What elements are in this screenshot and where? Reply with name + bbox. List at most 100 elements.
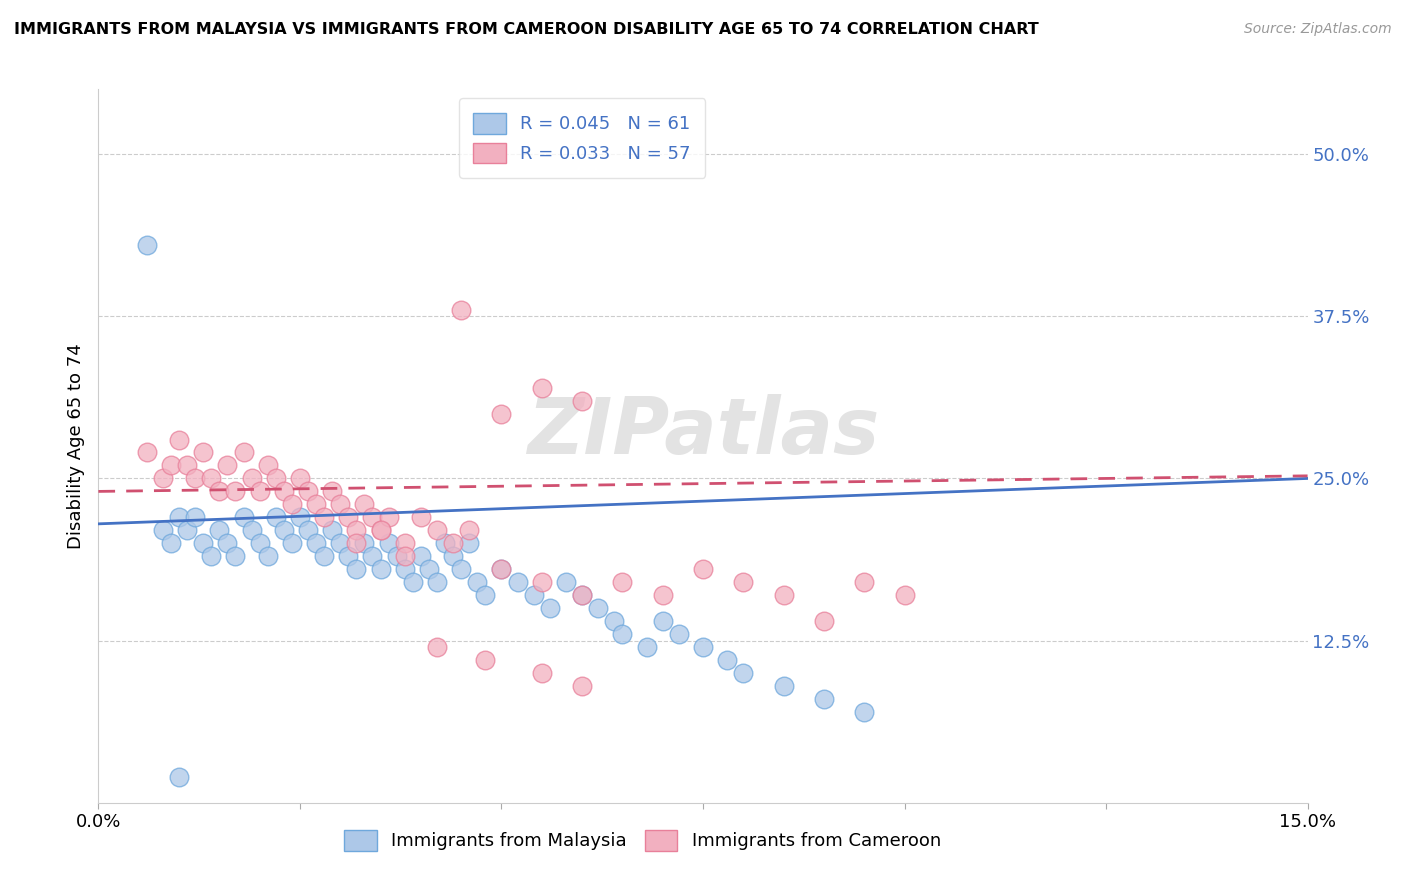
Point [612,575,634,590]
Point [264,471,287,485]
Point [668,627,690,641]
Point [224,484,246,499]
Point [232,445,254,459]
Point [370,524,392,538]
Point [370,524,392,538]
Point [813,614,835,628]
Point [176,458,198,473]
Point [853,575,876,590]
Point [458,536,481,550]
Point [474,653,496,667]
Point [361,549,384,564]
Point [523,588,546,602]
Point [465,575,488,590]
Point [321,524,343,538]
Point [409,510,432,524]
Point [692,562,714,576]
Point [305,497,328,511]
Point [193,445,215,459]
Point [273,484,295,499]
Point [441,549,464,564]
Point [402,575,425,590]
Point [361,510,384,524]
Text: Source: ZipAtlas.com: Source: ZipAtlas.com [1244,22,1392,37]
Point [193,536,215,550]
Text: IMMIGRANTS FROM MALAYSIA VS IMMIGRANTS FROM CAMEROON DISABILITY AGE 65 TO 74 COR: IMMIGRANTS FROM MALAYSIA VS IMMIGRANTS F… [14,22,1039,37]
Point [813,692,835,706]
Point [167,433,190,447]
Point [152,471,174,485]
Point [314,549,336,564]
Point [240,524,263,538]
Point [716,653,738,667]
Point [329,536,352,550]
Point [603,614,626,628]
Point [217,458,239,473]
Point [426,575,449,590]
Point [167,510,190,524]
Point [530,666,553,681]
Point [208,484,231,499]
Point [733,666,755,681]
Point [491,562,513,576]
Point [353,536,375,550]
Point [458,524,481,538]
Point [135,445,157,459]
Legend: Immigrants from Malaysia, Immigrants from Cameroon: Immigrants from Malaysia, Immigrants fro… [337,822,948,858]
Point [297,524,319,538]
Point [651,614,673,628]
Point [344,536,367,550]
Point [176,524,198,538]
Point [160,458,183,473]
Point [394,549,416,564]
Point [733,575,755,590]
Point [491,407,513,421]
Point [273,524,295,538]
Point [394,536,416,550]
Point [167,770,190,784]
Point [256,549,278,564]
Point [370,562,392,576]
Point [491,562,513,576]
Point [586,601,609,615]
Point [264,510,287,524]
Point [538,601,561,615]
Point [377,510,399,524]
Point [394,562,416,576]
Point [329,497,352,511]
Point [281,536,304,550]
Point [772,588,794,602]
Point [555,575,578,590]
Point [441,536,464,550]
Point [474,588,496,602]
Point [208,524,231,538]
Point [249,536,271,550]
Point [772,679,794,693]
Point [353,497,375,511]
Point [200,471,222,485]
Point [692,640,714,654]
Point [344,524,367,538]
Point [160,536,183,550]
Y-axis label: Disability Age 65 to 74: Disability Age 65 to 74 [66,343,84,549]
Point [184,471,207,485]
Point [571,588,593,602]
Point [450,302,472,317]
Point [418,562,440,576]
Point [249,484,271,499]
Point [530,381,553,395]
Point [636,640,658,654]
Point [321,484,343,499]
Point [409,549,432,564]
Point [893,588,915,602]
Point [426,640,449,654]
Point [853,705,876,719]
Point [434,536,457,550]
Point [651,588,673,602]
Point [288,471,311,485]
Point [217,536,239,550]
Point [530,575,553,590]
Point [337,510,360,524]
Point [288,510,311,524]
Point [232,510,254,524]
